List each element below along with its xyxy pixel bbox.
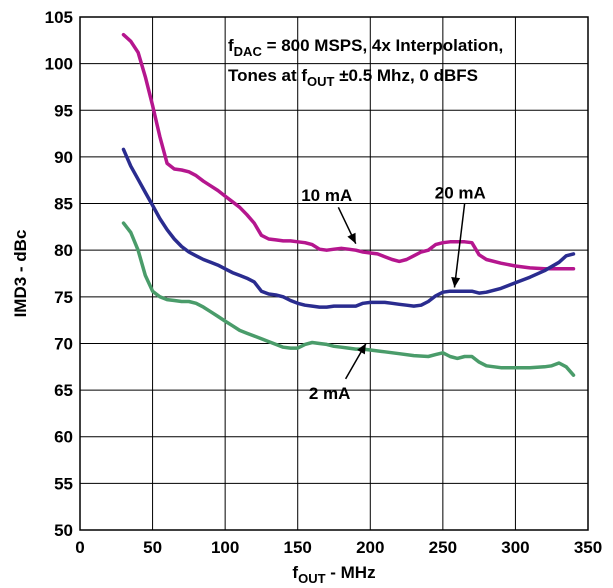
conditions-annotation: fDAC = 800 MSPS, 4x Interpolation, Tones… <box>228 36 503 89</box>
y-tick-label-85: 85 <box>54 195 73 214</box>
grid-lines <box>79 16 589 531</box>
plot-frame <box>79 16 589 531</box>
conditions-line-1: fDAC = 800 MSPS, 4x Interpolation, <box>228 36 503 59</box>
series-label-2-ma: 2 mA <box>309 384 351 403</box>
x-axis-label-rest: - MHz <box>326 563 376 582</box>
arrowhead-10-ma <box>347 232 356 244</box>
x-axis-label: fOUT - MHz <box>292 563 375 586</box>
y-tick-label-105: 105 <box>45 8 73 27</box>
x-tick-label-0: 0 <box>75 538 84 557</box>
conditions-line-2: Tones at fOUT ±0.5 Mhz, 0 dBFS <box>228 66 478 89</box>
y-tick-label-55: 55 <box>54 474 73 493</box>
x-tick-label-50: 50 <box>143 538 162 557</box>
series-lines <box>121 32 576 377</box>
series-label-20-ma: 20 mA <box>435 183 486 202</box>
y-axis-label: IMD3 - dBc <box>11 230 30 318</box>
y-tick-label-75: 75 <box>54 288 73 307</box>
arrowhead-20-ma <box>451 277 461 288</box>
x-tick-label-150: 150 <box>284 538 312 557</box>
series-label-10-ma: 10 mA <box>301 186 352 205</box>
y-tick-label-60: 60 <box>54 428 73 447</box>
series-labels: 10 mA 20 mA 2 mA <box>301 183 486 403</box>
y-tick-label-95: 95 <box>54 101 73 120</box>
y-tick-label-80: 80 <box>54 241 73 260</box>
arrow-20-ma <box>453 203 466 288</box>
series-line-20-ma <box>121 147 576 309</box>
tick-labels: 0 50 100 150 200 250 300 3505055606570758085909… <box>45 8 603 557</box>
x-tick-label-350: 350 <box>574 538 602 557</box>
x-tick-label-100: 100 <box>211 538 239 557</box>
label-arrows <box>337 203 466 380</box>
y-tick-label-70: 70 <box>54 334 73 353</box>
y-tick-label-90: 90 <box>54 148 73 167</box>
x-axis-label-sub: OUT <box>298 571 326 586</box>
series-line-2-ma <box>121 221 576 377</box>
series-line-10-ma <box>121 32 576 271</box>
y-tick-label-100: 100 <box>45 55 73 74</box>
x-tick-label-250: 250 <box>429 538 457 557</box>
y-tick-label-65: 65 <box>54 381 73 400</box>
x-tick-label-200: 200 <box>356 538 384 557</box>
y-tick-label-50: 50 <box>54 521 73 540</box>
x-axis-label-main: f <box>292 563 298 582</box>
arrowhead-2-ma <box>357 343 366 355</box>
x-tick-label-300: 300 <box>501 538 529 557</box>
